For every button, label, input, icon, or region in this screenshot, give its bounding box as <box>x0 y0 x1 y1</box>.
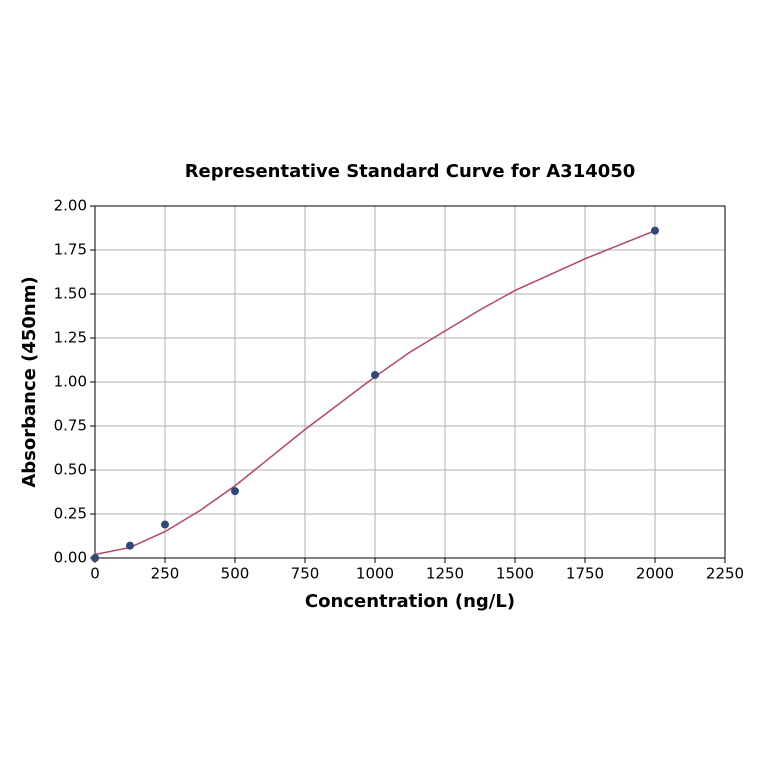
x-tick-label: 1500 <box>496 565 534 583</box>
data-point <box>651 226 659 235</box>
y-tick-label: 0.50 <box>54 461 87 479</box>
y-tick-label: 1.25 <box>54 329 87 347</box>
y-tick-label: 1.75 <box>54 241 87 259</box>
plot-frame <box>94 205 726 559</box>
data-point <box>231 487 239 496</box>
x-tick-label: 750 <box>291 565 320 583</box>
y-tick-label: 1.50 <box>54 285 87 303</box>
x-tick-label: 1250 <box>426 565 464 583</box>
data-point <box>371 370 379 379</box>
y-tick-label: 2.00 <box>54 197 87 215</box>
y-tick-label: 0.25 <box>54 505 87 523</box>
x-tick-label: 0 <box>90 565 100 583</box>
y-tick-label: 1.00 <box>54 373 87 391</box>
x-tick-label: 2000 <box>636 565 674 583</box>
x-tick-label: 1750 <box>566 565 604 583</box>
x-tick-label: 250 <box>151 565 180 583</box>
y-tick-label: 0.00 <box>54 549 87 567</box>
y-axis-label: Absorbance (450nm) <box>19 276 40 487</box>
data-point <box>126 541 134 550</box>
x-tick-label: 2250 <box>706 565 744 583</box>
chart-title: Representative Standard Curve for A31405… <box>185 161 636 182</box>
x-tick-label: 500 <box>221 565 250 583</box>
y-tick-label: 0.75 <box>54 417 87 435</box>
x-axis-label: Concentration (ng/L) <box>305 591 515 612</box>
data-point <box>91 554 99 562</box>
x-tick-label: 1000 <box>356 565 394 583</box>
data-point <box>161 520 169 529</box>
